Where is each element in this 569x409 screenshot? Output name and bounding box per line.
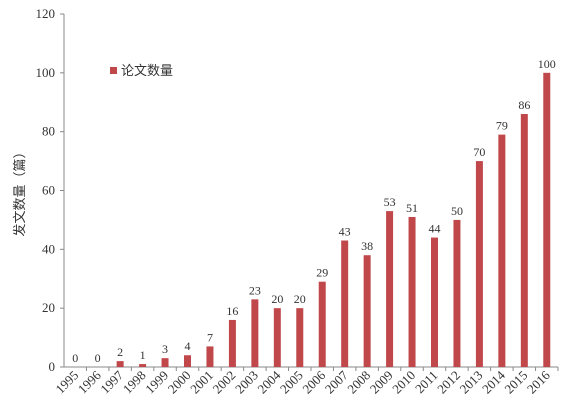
- bar-value-label: 51: [406, 201, 418, 215]
- y-tick-label: 80: [42, 124, 55, 139]
- bar: [251, 299, 259, 367]
- bar-value-label: 100: [538, 57, 556, 71]
- bar: [139, 364, 147, 367]
- bar-value-label: 2: [117, 345, 123, 359]
- y-tick-label: 120: [36, 6, 56, 21]
- y-tick-label: 20: [42, 300, 55, 315]
- x-tick-label: 2001: [187, 368, 216, 397]
- x-tick-label: 2012: [434, 368, 463, 397]
- x-tick-label: 2015: [501, 368, 530, 397]
- x-tick-label: 2005: [277, 368, 306, 397]
- bar: [206, 346, 214, 367]
- x-tick-label: 2007: [322, 367, 351, 396]
- y-tick-label: 40: [42, 241, 55, 256]
- bar: [475, 161, 483, 367]
- data-labels: 0 0 2 1 3 4 7 16 23 20 20 29 43 38 53 51 44 50 70 79 86 100: [72, 57, 556, 365]
- x-tick-label: 1999: [142, 368, 171, 397]
- x-tick-label: 2009: [367, 368, 396, 397]
- bar-value-label: 0: [95, 351, 101, 365]
- x-tick-label: 2014: [479, 367, 508, 396]
- bar-value-label: 1: [140, 348, 146, 362]
- bar: [116, 361, 124, 367]
- bar-value-label: 43: [339, 225, 351, 239]
- y-axis: 0 20 40 60 80 100 120: [36, 6, 65, 374]
- bar-value-label: 50: [451, 204, 463, 218]
- legend-swatch: [110, 67, 117, 74]
- x-tick-label: 2010: [389, 368, 418, 397]
- x-tick-label: 2006: [299, 367, 328, 396]
- bar-value-label: 23: [249, 283, 261, 297]
- bar-value-label: 86: [518, 98, 530, 112]
- bar-value-label: 79: [496, 119, 508, 133]
- bar-value-label: 20: [271, 292, 283, 306]
- y-tick-label: 0: [49, 359, 56, 374]
- bar: [453, 219, 461, 367]
- bar: [408, 216, 416, 367]
- x-tick-label: 1996: [75, 367, 104, 396]
- bar-value-label: 53: [384, 195, 396, 209]
- y-tick-label: 60: [42, 183, 55, 198]
- bar: [296, 308, 304, 367]
- bar: [228, 319, 236, 367]
- x-tick-label: 2008: [344, 368, 373, 397]
- legend: 论文数量: [110, 64, 173, 79]
- x-tick-label: 1995: [52, 368, 81, 397]
- x-tick-label: 1998: [120, 368, 149, 397]
- bar: [520, 114, 528, 368]
- bar: [318, 281, 326, 367]
- bar-value-label: 44: [429, 222, 441, 236]
- bar: [273, 308, 281, 367]
- bar-value-label: 38: [361, 239, 373, 253]
- bar: [498, 134, 506, 367]
- bar-value-label: 4: [185, 339, 191, 353]
- bar-value-label: 70: [473, 145, 485, 159]
- y-axis-title: 发文数量（篇）: [12, 145, 28, 236]
- bar: [386, 211, 394, 367]
- bar-value-label: 7: [207, 330, 213, 344]
- bar: [341, 240, 349, 367]
- x-axis: 1995199619971998199920002001200220032004…: [52, 366, 559, 397]
- bar: [363, 255, 371, 367]
- legend-label: 论文数量: [121, 64, 173, 79]
- x-tick-label: 1997: [97, 367, 126, 396]
- x-tick-label: 2013: [457, 368, 486, 397]
- x-tick-label: 2011: [412, 368, 441, 397]
- bar-value-label: 3: [162, 342, 168, 356]
- x-tick-label: 2003: [232, 368, 261, 397]
- bar-value-label: 16: [226, 304, 238, 318]
- x-tick-label: 2016: [524, 367, 553, 396]
- bar-value-label: 0: [72, 351, 78, 365]
- y-tick-label: 100: [36, 65, 56, 80]
- bar: [431, 237, 438, 367]
- x-tick-label: 2004: [254, 367, 283, 396]
- x-tick-label: 2002: [210, 368, 239, 397]
- bar-value-label: 29: [316, 266, 328, 280]
- bar-value-label: 20: [294, 292, 306, 306]
- x-tick-label: 2000: [165, 368, 194, 397]
- bars: [116, 72, 551, 368]
- bar: [161, 358, 169, 367]
- bar: [184, 355, 191, 367]
- bar: [543, 72, 551, 367]
